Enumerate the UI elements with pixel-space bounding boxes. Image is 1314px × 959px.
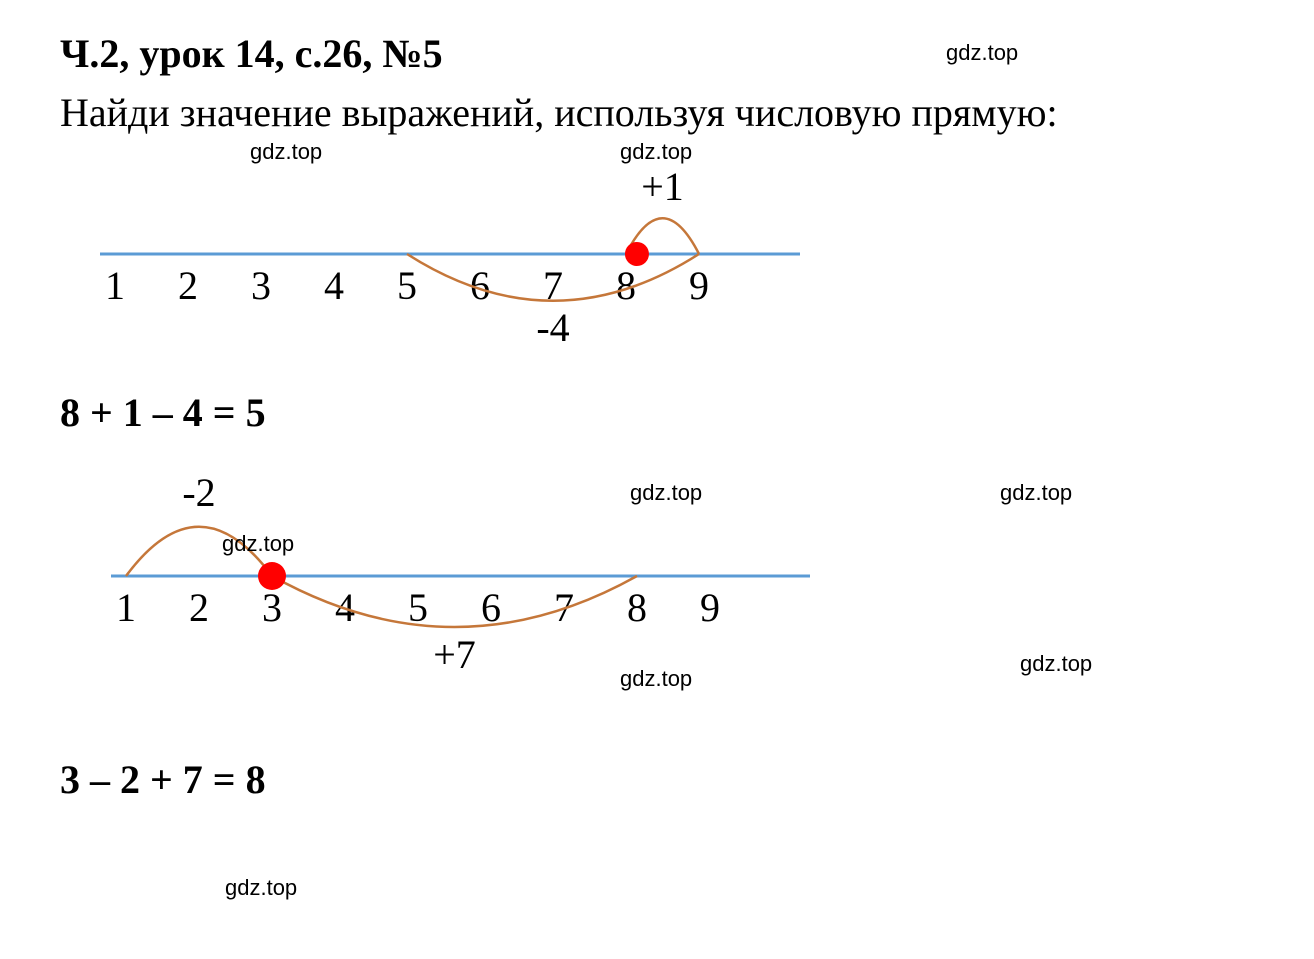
svg-text:9: 9 (689, 263, 709, 308)
svg-text:1: 1 (105, 263, 125, 308)
page-title: Ч.2, урок 14, с.26, №5 (60, 30, 1264, 77)
watermark-nl2-b: gdz.top (620, 666, 692, 692)
svg-text:-4: -4 (536, 305, 569, 350)
equation-2: 3 – 2 + 7 = 8 (60, 756, 1264, 803)
page-container: Ч.2, урок 14, с.26, №5 gdz.top Найди зна… (0, 0, 1314, 853)
watermark-nl2-a: gdz.top (222, 531, 294, 557)
number-line-2-svg: 123456789-2+7 (60, 456, 820, 716)
svg-text:+1: +1 (641, 164, 684, 209)
watermark-nl1-b: gdz.top (620, 139, 692, 165)
watermark-nl1-a: gdz.top (250, 139, 322, 165)
svg-text:1: 1 (116, 585, 136, 630)
svg-text:2: 2 (178, 263, 198, 308)
page-subtitle: Найди значение выражений, используя числ… (60, 87, 1264, 139)
watermark-bottom: gdz.top (225, 875, 297, 901)
svg-text:-2: -2 (182, 470, 215, 515)
svg-text:9: 9 (700, 585, 720, 630)
watermark-nl2-c: gdz.top (1020, 651, 1092, 677)
svg-text:3: 3 (262, 585, 282, 630)
svg-text:3: 3 (251, 263, 271, 308)
svg-text:8: 8 (627, 585, 647, 630)
number-line-2: gdz.top gdz.top gdz.top 123456789-2+7 (60, 456, 1264, 716)
watermark-top-right: gdz.top (946, 40, 1018, 66)
svg-text:+7: +7 (433, 632, 476, 677)
svg-text:2: 2 (189, 585, 209, 630)
number-line-1: gdz.top gdz.top 123456789+1-4 (60, 159, 1264, 379)
svg-text:4: 4 (324, 263, 344, 308)
equation-1: 8 + 1 – 4 = 5 (60, 389, 1264, 436)
number-line-1-svg: 123456789+1-4 (60, 159, 810, 379)
svg-text:5: 5 (397, 263, 417, 308)
